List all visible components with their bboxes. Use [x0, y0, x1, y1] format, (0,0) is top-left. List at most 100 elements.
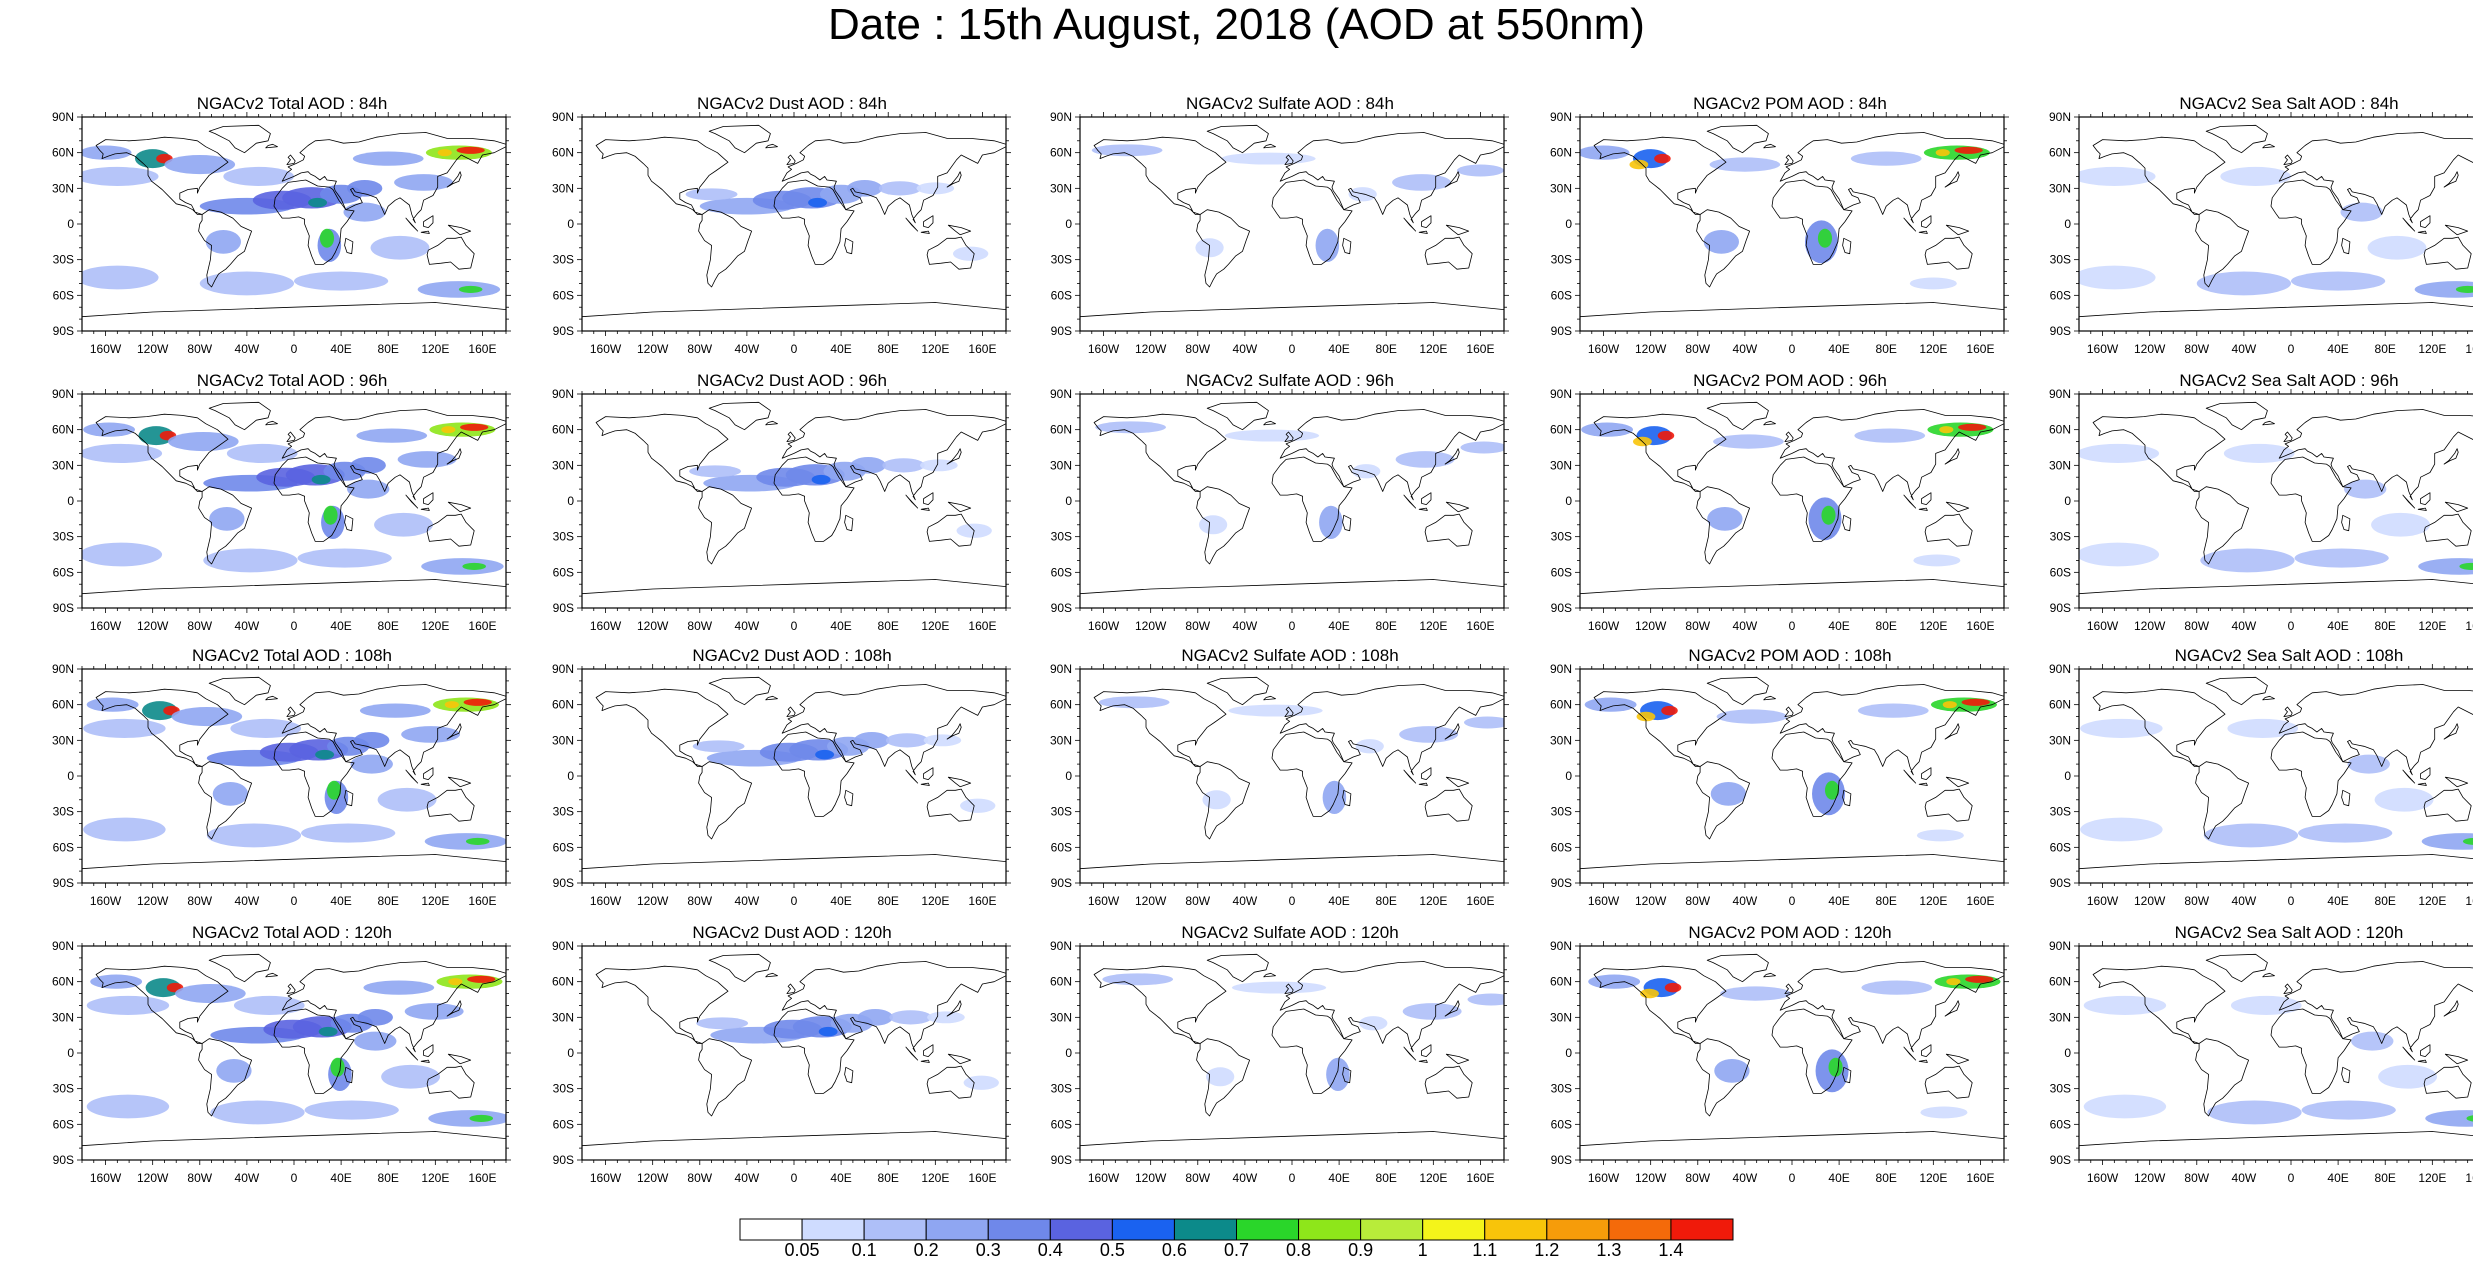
lon-tick-label: 80E	[2375, 342, 2396, 356]
lon-tick-label: 160W	[1088, 894, 1120, 908]
lon-tick-label: 160W	[2087, 619, 2119, 633]
map-panel-dust-4: NGACv2 Dust AOD : 120h 90N 60N 30N 0 30S 60S 90…	[542, 924, 1042, 1204]
lat-tick-label: 60S	[1051, 1117, 1072, 1131]
lat-tick-label: 60S	[2050, 1117, 2071, 1131]
lat-tick-label: 30N	[552, 458, 574, 472]
lat-tick-label: 60S	[1051, 288, 1072, 302]
colorbar-label: 0.3	[976, 1240, 1001, 1258]
lat-tick-label: 30N	[2049, 181, 2071, 195]
lon-tick-label: 40E	[1828, 342, 1849, 356]
lon-tick-label: 0	[2288, 894, 2295, 908]
lon-tick-label: 40E	[1328, 894, 1349, 908]
aerosol-field	[582, 394, 1006, 608]
lon-tick-label: 160W	[90, 342, 122, 356]
lon-tick-label: 0	[1289, 894, 1296, 908]
lon-tick-label: 0	[291, 619, 298, 633]
colorbar-label: 1.2	[1534, 1240, 1559, 1258]
lon-tick-label: 160W	[2087, 894, 2119, 908]
map-panel-seasalt-4: NGACv2 Sea Salt AOD : 120h 90N 60N 30N 0 30S 6…	[2039, 924, 2473, 1204]
lon-tick-label: 40W	[235, 894, 260, 908]
panel-title: NGACv2 Sea Salt AOD : 84h	[2179, 94, 2399, 113]
lat-tick-label: 60N	[1050, 975, 1072, 989]
panel-title: NGACv2 POM AOD : 96h	[1693, 371, 1887, 390]
aerosol-field	[82, 117, 506, 331]
colorbar-swatch	[1236, 1218, 1300, 1241]
panel-title: NGACv2 Sulfate AOD : 84h	[1186, 94, 1394, 113]
lon-tick-label: 80E	[878, 1171, 899, 1185]
lat-tick-label: 0	[567, 494, 574, 508]
colorbar-swatch	[1360, 1218, 1424, 1241]
panel-title: NGACv2 Total AOD : 96h	[196, 371, 388, 390]
lat-tick-label: 30N	[1050, 1010, 1072, 1024]
lon-tick-label: 160W	[1088, 1171, 1120, 1185]
lat-tick-label: 30S	[53, 1082, 74, 1096]
lat-tick-label: 90N	[52, 387, 74, 401]
aerosol-field	[1080, 669, 1504, 883]
lat-tick-label: 90S	[1551, 876, 1572, 890]
colorbar-swatch	[1422, 1218, 1486, 1241]
lat-tick-label: 90S	[2050, 324, 2071, 338]
lon-tick-label: 120E	[421, 619, 449, 633]
lon-tick-label: 160E	[2465, 894, 2473, 908]
lat-tick-label: 60N	[1550, 975, 1572, 989]
lon-tick-label: 120E	[921, 619, 949, 633]
lat-tick-label: 60S	[53, 288, 74, 302]
lat-tick-label: 30N	[1050, 458, 1072, 472]
lat-tick-label: 90N	[52, 939, 74, 953]
lon-tick-label: 120W	[1135, 619, 1167, 633]
lon-tick-label: 120W	[2134, 894, 2166, 908]
lon-tick-label: 80W	[687, 894, 712, 908]
aerosol-field	[1580, 946, 2004, 1160]
panel-title: NGACv2 Dust AOD : 84h	[697, 94, 887, 113]
lon-tick-label: 80E	[1376, 1171, 1397, 1185]
lat-tick-label: 0	[1565, 494, 1572, 508]
lon-tick-label: 40W	[235, 342, 260, 356]
lon-tick-label: 40W	[735, 342, 760, 356]
lat-tick-label: 30S	[2050, 253, 2071, 267]
lat-tick-label: 30N	[1050, 733, 1072, 747]
lat-tick-label: 90S	[1051, 876, 1072, 890]
lon-tick-label: 160W	[590, 342, 622, 356]
lon-tick-label: 120W	[637, 1171, 669, 1185]
world-map: 90N 60N 30N 0 30S 60S 90S 160W 120W 80W 40W 0 40E 80E…	[1550, 662, 2009, 908]
lon-tick-label: 40W	[1733, 619, 1758, 633]
lat-tick-label: 30S	[2050, 530, 2071, 544]
colorbar-swatch	[1484, 1218, 1548, 1241]
lon-tick-label: 0	[791, 1171, 798, 1185]
colorbar-svg: 0.05 0.1 0.2 0.3 0.4 0.5 0.6 0.7 0.8 0.9 1 1.1 1.2 1.…	[739, 1218, 1734, 1258]
lat-tick-label: 0	[1065, 1046, 1072, 1060]
world-map: 90N 60N 30N 0 30S 60S 90S 160W 120W 80W 40W 0 40E 80E…	[2049, 662, 2473, 908]
lon-tick-label: 40W	[2232, 1171, 2257, 1185]
lat-tick-label: 90N	[1050, 387, 1072, 401]
lat-tick-label: 60S	[553, 565, 574, 579]
lat-tick-label: 30S	[2050, 805, 2071, 819]
lat-tick-label: 0	[67, 1046, 74, 1060]
lat-tick-label: 0	[567, 217, 574, 231]
panel-title: NGACv2 Sea Salt AOD : 120h	[2174, 923, 2404, 942]
colorbar-swatch	[1608, 1218, 1672, 1241]
lon-tick-label: 160W	[90, 1171, 122, 1185]
lat-tick-label: 30N	[52, 1010, 74, 1024]
lat-tick-label: 90N	[1550, 110, 1572, 124]
lat-tick-label: 60N	[1050, 423, 1072, 437]
world-map: 90N 60N 30N 0 30S 60S 90S 160W 120W 80W 40W 0 40E 80E…	[2049, 110, 2473, 356]
lat-tick-label: 60S	[1551, 288, 1572, 302]
colorbar-swatch	[925, 1218, 989, 1241]
lon-tick-label: 40E	[830, 894, 851, 908]
map-panel-sulfate-2: NGACv2 Sulfate AOD : 96h 90N 60N 30N 0 30S 60S…	[1040, 372, 1540, 652]
lat-tick-label: 0	[1565, 1046, 1572, 1060]
lat-tick-label: 90S	[1551, 1153, 1572, 1167]
lon-tick-label: 80W	[187, 1171, 212, 1185]
lon-tick-label: 120E	[921, 1171, 949, 1185]
lon-tick-label: 40W	[235, 619, 260, 633]
lon-tick-label: 80E	[1876, 1171, 1897, 1185]
lat-tick-label: 30N	[552, 1010, 574, 1024]
lon-tick-label: 120W	[137, 1171, 169, 1185]
colorbar: 0.05 0.1 0.2 0.3 0.4 0.5 0.6 0.7 0.8 0.9 1 1.1 1.2 1.…	[739, 1218, 1734, 1258]
lon-tick-label: 40W	[1233, 1171, 1258, 1185]
lon-tick-label: 120W	[2134, 619, 2166, 633]
panel-title: NGACv2 Total AOD : 120h	[191, 923, 392, 942]
world-map: 90N 60N 30N 0 30S 60S 90S 160W 120W 80W 40W 0 40E 80E…	[552, 110, 1011, 356]
lon-tick-label: 0	[791, 619, 798, 633]
lon-tick-label: 0	[1289, 1171, 1296, 1185]
